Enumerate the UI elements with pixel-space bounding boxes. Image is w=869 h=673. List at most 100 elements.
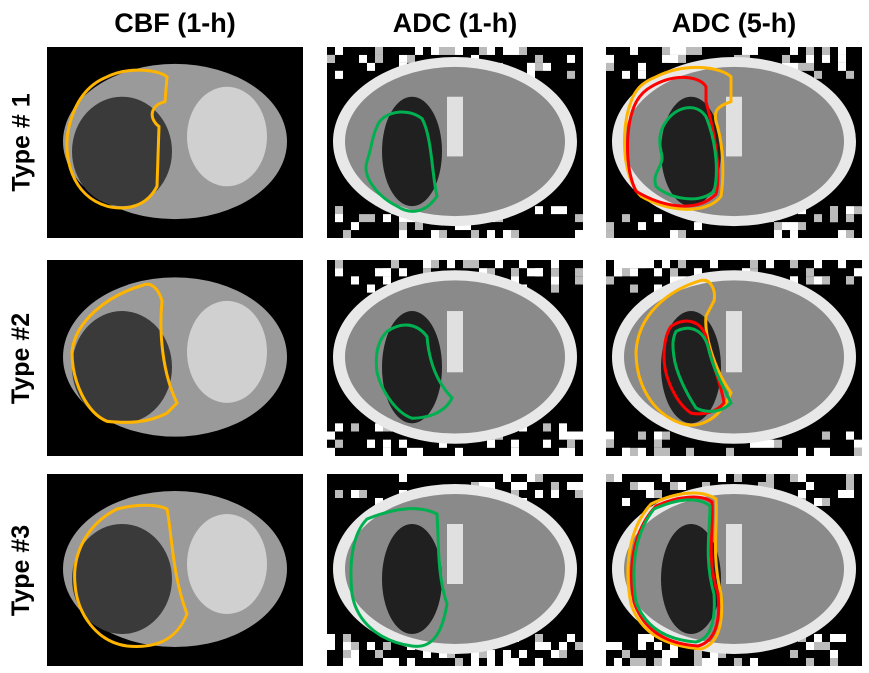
noise-pixel [455,47,463,55]
noise-pixel [343,650,351,658]
noise-pixel [567,70,575,79]
orange-contour [65,68,169,210]
noise-pixel [758,482,766,490]
noise-pixel [575,482,583,490]
noise-pixel [399,230,407,238]
lesion-region [382,96,442,207]
noise-pixel [798,490,806,498]
noise-pixel [511,490,519,498]
noise-pixel [391,260,399,269]
noise-pixel [790,230,798,238]
noise-pixel [519,482,527,490]
noise-pixel [575,230,583,238]
noise-pixel [399,222,407,231]
noise-pixel [838,62,846,71]
noise-pixel [806,62,814,71]
noise-pixel [335,439,343,448]
noise-pixel [838,54,846,63]
noise-pixel [806,54,814,63]
noise-pixel [511,276,519,285]
noise-pixel [527,70,535,79]
noise-pixel [519,260,527,269]
noise-pixel [551,276,559,285]
noise-pixel [654,431,662,440]
noise-pixel [662,431,670,440]
ventricle [447,311,463,373]
noise-pixel [559,431,567,440]
noise-pixel [846,206,854,215]
noise-pixel [670,47,678,55]
noise-pixel [503,230,511,238]
noise-pixel [806,642,814,650]
noise-pixel [654,447,662,456]
noise-pixel [399,54,407,63]
noise-pixel [511,658,519,666]
noise-pixel [638,447,646,456]
noise-pixel [343,642,351,650]
mri-panel-row1-adc-1 [327,47,583,238]
noise-pixel [431,260,439,269]
noise-pixel [567,431,575,440]
noise-pixel [383,642,391,650]
noise-pixel [351,423,359,432]
noise-pixel [559,423,567,432]
noise-pixel [383,214,391,223]
noise-pixel [630,658,638,666]
noise-pixel [447,47,455,55]
noise-pixel [487,268,495,277]
noise-pixel [567,482,575,490]
noise-pixel [830,634,838,642]
noise-pixel [606,62,614,71]
noise-pixel [822,447,830,456]
noise-pixel [575,276,583,285]
noise-pixel [423,260,431,269]
noise-pixel [527,474,535,482]
row-header-type-2: Type #2 [7,312,36,404]
noise-pixel [662,658,670,666]
noise-pixel [670,482,678,490]
noise-pixel [407,54,415,63]
noise-pixel [814,634,822,642]
noise-pixel [814,276,822,285]
noise-pixel [575,214,583,223]
noise-pixel [790,474,798,482]
noise-pixel [846,482,854,490]
column-header-adc-1h: ADC (1-h) [392,8,518,38]
green-contour [653,106,718,201]
noise-pixel [774,230,782,238]
noise-pixel [622,70,630,79]
noise-pixel [511,268,519,277]
noise-pixel [806,276,814,285]
noise-pixel [407,447,415,456]
noise-pixel [535,474,543,482]
noise-pixel [806,268,814,277]
noise-pixel [551,260,559,269]
noise-pixel [838,490,846,498]
noise-pixel [359,490,367,498]
noise-pixel [718,650,726,658]
noise-pixel [670,650,678,658]
noise-pixel [654,642,662,650]
noise-pixel [487,47,495,55]
noise-pixel [790,260,798,269]
noise-pixel [614,474,622,482]
green-contour [671,326,733,413]
noise-pixel [694,47,702,55]
noise-pixel [638,634,646,642]
noise-pixel [838,260,846,269]
noise-pixel [383,268,391,277]
noise-pixel [383,658,391,666]
noise-pixel [487,482,495,490]
noise-pixel [630,47,638,55]
noise-pixel [646,482,654,490]
column-header-adc-5h: ADC (5-h) [671,8,797,38]
noise-pixel [822,498,830,506]
noise-pixel [439,439,447,448]
noise-pixel [399,214,407,223]
noise-pixel [439,650,447,658]
noise-pixel [838,47,846,55]
noise-pixel [710,650,718,658]
noise-pixel [335,268,343,277]
noise-pixel [790,276,798,285]
green-contour [374,323,454,420]
